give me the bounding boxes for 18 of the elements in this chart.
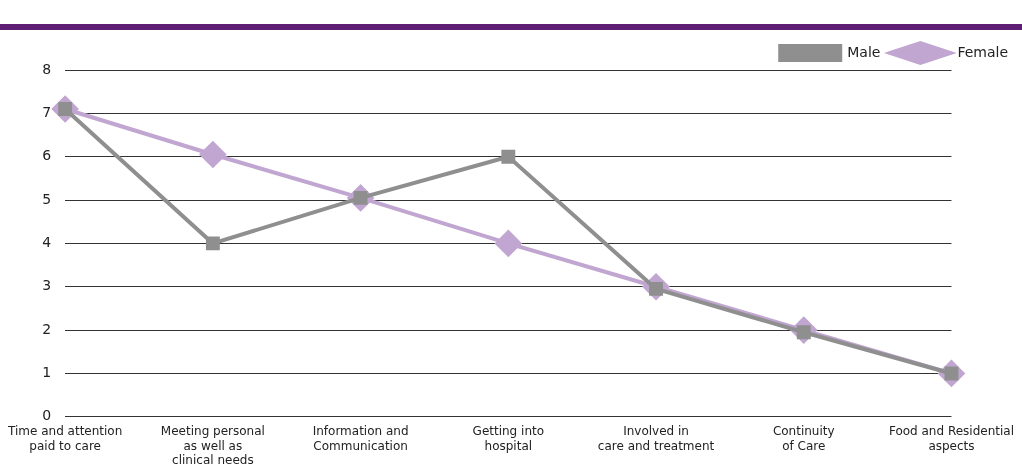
- x-tick-label: Involved in care and treatment: [597, 424, 715, 453]
- y-tick-label: 7: [42, 103, 52, 120]
- legend-label: Female: [957, 43, 1008, 60]
- y-tick-label: 5: [42, 190, 52, 207]
- y-tick-label: 6: [42, 147, 52, 164]
- x-tick-label: Getting into hospital: [472, 424, 545, 453]
- x-tick-label: Meeting personal as well as clinical needs: [160, 424, 265, 467]
- legend-label: Male: [847, 43, 881, 60]
- y-tick-label: 3: [42, 277, 52, 294]
- x-tick-label: Continuity of Care: [772, 424, 835, 453]
- x-tick-label: Food and Residential aspects: [888, 424, 1015, 453]
- x-tick-label: Information and Communication: [312, 424, 409, 453]
- y-tick-label: 1: [42, 364, 52, 381]
- y-tick-label: 0: [42, 407, 52, 424]
- y-tick-label: 2: [42, 320, 52, 337]
- x-tick-label: Time and attention paid to care: [7, 424, 123, 453]
- y-tick-label: 8: [42, 60, 52, 77]
- y-tick-label: 4: [42, 234, 52, 251]
